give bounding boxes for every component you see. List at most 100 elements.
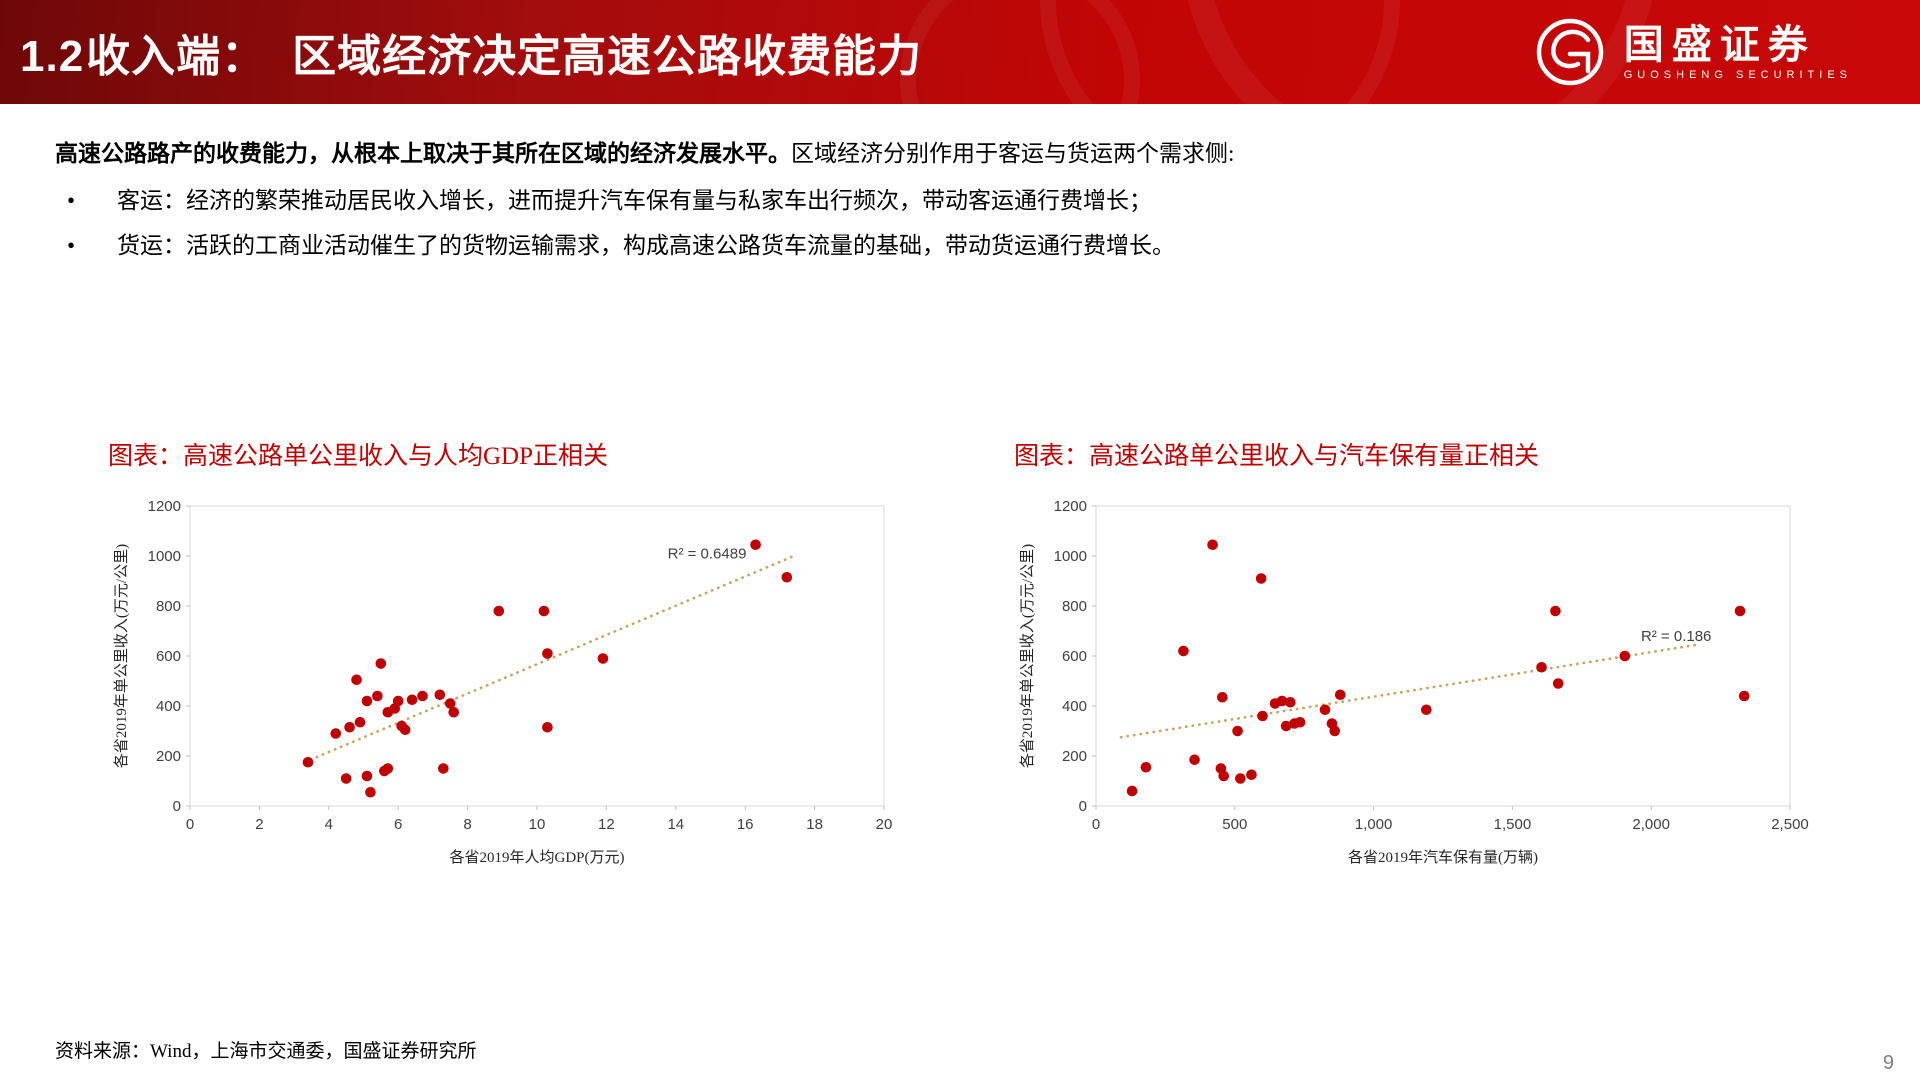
data-point <box>330 728 342 739</box>
data-point <box>354 716 366 728</box>
x-tick-label: 4 <box>325 816 333 833</box>
data-point <box>1246 769 1257 781</box>
data-point <box>1552 678 1564 689</box>
trend-line <box>303 554 796 764</box>
company-logo: 国盛证券 GUOSHENG SECURITIES <box>1532 14 1852 90</box>
x-tick-label: 2,500 <box>1771 816 1809 833</box>
scatter-chart-gdp-vs-revenue: 0 2 4 6 8 10 12 14 16 18 20020040060080010001200R²… <box>113 498 893 866</box>
logo-text: 国盛证券 GUOSHENG SECURITIES <box>1623 21 1852 81</box>
page-number: 9 <box>1882 1052 1894 1074</box>
r-squared-label: R² = 0.186 <box>1641 628 1711 645</box>
data-point <box>1276 695 1288 707</box>
x-tick-label: 8 <box>463 816 471 833</box>
data-point <box>1140 761 1152 773</box>
data-point <box>1257 710 1268 722</box>
y-tick-label: 200 <box>1062 748 1087 765</box>
data-point <box>1218 770 1229 782</box>
y-tick-label: 800 <box>156 598 181 615</box>
data-point <box>434 689 446 701</box>
data-point <box>538 605 550 617</box>
guosheng-logo-icon <box>1536 18 1603 86</box>
header-decoration-circle <box>900 0 1140 104</box>
plot-border <box>189 505 885 807</box>
source-note: 资料来源：Wind，上海市交通委，国盛证券研究所 <box>55 1041 477 1062</box>
x-tick-label: 2,000 <box>1632 816 1670 833</box>
data-point <box>448 706 460 718</box>
data-point <box>340 773 352 784</box>
bullet-list: • 客运：经济的繁荣推动居民收入增长，进而提升汽车保有量与私家车出行频次，带动客… <box>55 185 1865 261</box>
x-tick-label: 16 <box>737 816 754 833</box>
y-tick-label: 1200 <box>148 498 181 515</box>
scatter-chart-cars-vs-revenue: 0 500 1,000 1,500 2,000 2,500 0 200 400 600 800 100… <box>1019 498 1809 866</box>
list-item: • 货运：活跃的工商业活动催生了的货物运输需求，构成高速公路货车流量的基础，带动… <box>55 230 1865 261</box>
y-tick-label: 800 <box>1062 598 1087 615</box>
x-axis-title: 各省2019年汽车保有量(万辆) <box>1348 849 1538 866</box>
header-banner: 1.2收入端： 区域经济决定高速公路收费能力 国盛证券 GUOSHENG SECU… <box>0 0 1920 104</box>
data-point <box>1285 696 1296 708</box>
y-tick-label: 0 <box>173 798 181 815</box>
data-point <box>1280 720 1292 732</box>
data-point <box>1536 661 1547 673</box>
data-point <box>1235 773 1246 784</box>
y-tick-label: 1200 <box>1054 498 1087 515</box>
lead-paragraph: 高速公路路产的收费能力，从根本上取决于其所在区域的经济发展水平。区域经济分别作用… <box>55 138 1865 169</box>
section-name: 收入端： <box>86 32 267 81</box>
x-tick-label: 0 <box>1092 816 1100 833</box>
r-squared-label: R² = 0.6489 <box>668 546 747 563</box>
x-tick-label: 500 <box>1222 816 1247 833</box>
data-point <box>597 653 609 664</box>
data-point <box>781 571 793 583</box>
y-axis-title: 各省2019年单公里收入(万元/公里) <box>113 544 130 768</box>
x-tick-label: 2 <box>255 816 263 833</box>
x-tick-label: 12 <box>598 816 615 833</box>
x-tick-label: 1,500 <box>1494 816 1532 833</box>
section-title-rest: 区域经济决定高速公路收费能力 <box>292 32 923 81</box>
data-point <box>406 694 418 706</box>
x-tick-label: 20 <box>876 816 893 833</box>
data-point <box>1619 650 1631 662</box>
y-tick-label: 400 <box>156 698 181 715</box>
trend-line <box>1119 643 1699 739</box>
x-tick-label: 0 <box>186 816 194 833</box>
bullet-icon: • <box>67 233 76 259</box>
data-point <box>1126 785 1138 797</box>
lead-normal-text: 区域经济分别作用于客运与货运两个需求侧: <box>791 141 1235 166</box>
list-item: • 客运：经济的繁荣推动居民收入增长，进而提升汽车保有量与私家车出行频次，带动客… <box>55 185 1865 216</box>
data-point <box>444 698 456 709</box>
logo-company-subtitle: GUOSHENG SECURITIES <box>1623 68 1852 81</box>
data-point <box>1319 704 1331 716</box>
data-point <box>361 770 373 782</box>
bullet-text-passenger: 客运：经济的繁荣推动居民收入增长，进而提升汽车保有量与私家车出行频次，带动客运通… <box>117 188 1152 214</box>
data-point <box>1738 690 1750 702</box>
y-tick-label: 600 <box>1062 648 1087 665</box>
y-tick-label: 400 <box>1062 698 1087 715</box>
data-point <box>493 605 505 617</box>
bullet-icon: • <box>67 188 76 214</box>
data-point <box>1217 691 1228 703</box>
logo-company-name: 国盛证券 <box>1623 21 1816 67</box>
data-point <box>438 763 449 774</box>
bullet-text-freight: 货运：活跃的工商业活动催生了的货物运输需求，构成高速公路货车流量的基础，带动货运… <box>117 233 1175 259</box>
chart-cars-figure: 图表：高速公路单公里收入与汽车保有量正相关 0 500 1,000 1,500 2,00… <box>1006 436 1809 875</box>
section-number: 1.2 <box>20 32 85 81</box>
data-point <box>344 721 355 733</box>
x-tick-label: 1,000 <box>1355 816 1393 833</box>
data-point <box>542 721 553 733</box>
data-point <box>399 724 411 736</box>
y-tick-label: 1000 <box>148 548 181 565</box>
y-tick-label: 0 <box>1079 798 1087 815</box>
data-point <box>1421 704 1432 716</box>
x-tick-label: 10 <box>529 816 546 833</box>
x-axis-title: 各省2019年人均GDP(万元) <box>450 849 625 866</box>
data-point <box>1334 689 1346 701</box>
lead-bold-text: 高速公路路产的收费能力，从根本上取决于其所在区域的经济发展水平。 <box>55 141 791 166</box>
body-text: 高速公路路产的收费能力，从根本上取决于其所在区域的经济发展水平。区域经济分别作用… <box>55 138 1865 261</box>
y-tick-label: 1000 <box>1054 548 1087 565</box>
data-point <box>351 674 362 686</box>
chart-gdp-figure: 图表：高速公路单公里收入与人均GDP正相关 0 2 4 6 8 10 12 14 16 18 20 0… <box>100 436 900 875</box>
data-point <box>302 756 314 768</box>
page-title: 1.2收入端： 区域经济决定高速公路收费能力 <box>20 20 922 84</box>
data-point <box>542 648 553 659</box>
data-point <box>1294 716 1306 728</box>
data-point <box>372 690 383 702</box>
